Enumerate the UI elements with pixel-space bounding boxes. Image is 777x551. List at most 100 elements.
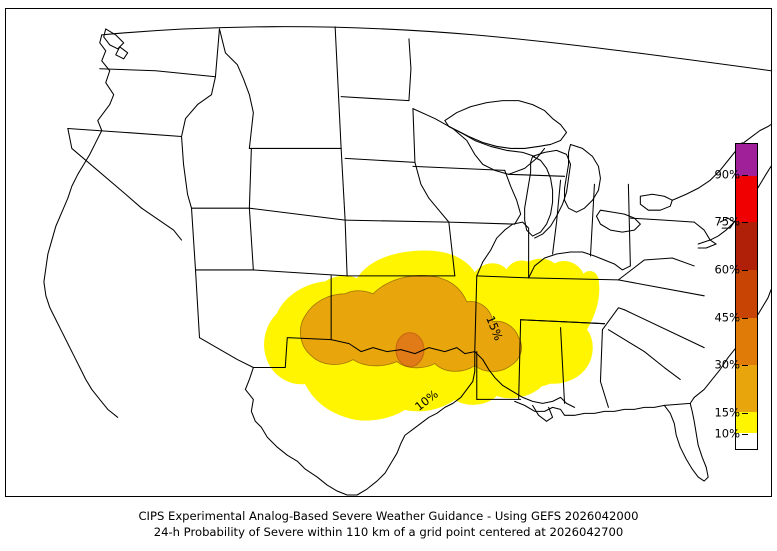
pacific-coastline: [43, 34, 119, 418]
ia-il-border: [504, 169, 522, 225]
nc-va-border: [617, 279, 705, 297]
ms-al-border: [560, 327, 566, 404]
probability-colorbar: [735, 143, 758, 450]
al-ga-border: [599, 329, 609, 408]
la-delta: [532, 404, 554, 422]
colorbar-label-30: 30%: [714, 357, 740, 372]
colorbar-segment-10-15: [736, 412, 757, 434]
va-md-border: [617, 257, 695, 281]
tn-south-border: [520, 319, 605, 325]
az-mex-border: [198, 337, 254, 369]
figure-caption: CIPS Experimental Analog-Based Severe We…: [0, 508, 777, 540]
co-ks-border: [344, 219, 348, 277]
or-id-border: [181, 76, 216, 137]
colorbar-segment-30-45: [736, 317, 757, 365]
island-detail: [103, 28, 125, 50]
mo-il-border: [476, 221, 530, 279]
ok-tx-border: [330, 339, 476, 355]
colorbar-tick-group: 90% 75% 60% 45% 30% 15% 10%: [690, 140, 770, 455]
ne-atlantic-coast: [671, 124, 771, 201]
ut-az-border: [190, 207, 197, 271]
colorbar-tick-75: [742, 222, 748, 223]
oh-pa-border: [627, 183, 631, 267]
colorbar-label-60: 60%: [714, 262, 740, 277]
contour-lines: [300, 275, 522, 372]
ut-co-border: [248, 207, 254, 271]
ne-ia-border: [414, 161, 450, 223]
wa-or-border: [99, 68, 216, 78]
or-ca-border: [67, 127, 183, 137]
ut-wy-border: [190, 147, 252, 209]
caption-line-2: 24-h Probability of Severe within 110 km…: [153, 525, 624, 539]
nd-mn-border: [408, 38, 412, 102]
colorbar-tick-90: [742, 175, 748, 176]
caption-line-1: CIPS Experimental Analog-Based Severe We…: [138, 509, 639, 523]
colorbar-segment-75-90: [736, 175, 757, 223]
sd-mn-ia: [412, 108, 416, 163]
lake-michigan: [524, 155, 554, 237]
ia-mn-border: [412, 165, 506, 171]
mo-ia-border: [448, 221, 516, 225]
cape-cod: [719, 217, 735, 229]
lake-ontario: [639, 193, 673, 211]
ar-mo-border: [476, 275, 530, 279]
ne-ks-border: [344, 219, 450, 223]
pa-ny-east: [693, 221, 711, 241]
wi-mi-border: [494, 147, 546, 175]
in-oh-border: [589, 183, 595, 257]
colorbar-tick-15: [742, 413, 748, 414]
lake-huron: [564, 143, 601, 213]
tx-gulf-coast: [474, 351, 576, 408]
ga-sc-border: [607, 329, 681, 381]
colorbar-label-15: 15%: [714, 405, 740, 420]
gulf-coast-la-fl: [514, 400, 665, 416]
ar-ms-border: [518, 319, 522, 400]
canada-border: [101, 26, 771, 72]
colorbar-segment-90-100: [736, 144, 757, 176]
sd-ne-border: [344, 157, 416, 163]
ok-ar-border: [474, 275, 478, 353]
wy-co-border: [248, 207, 346, 221]
id-mt-border: [218, 28, 254, 149]
long-island: [697, 239, 717, 249]
colorbar-label-10: 10%: [714, 426, 740, 441]
tn-ky-border: [528, 277, 619, 281]
fl-ga-border: [663, 396, 695, 406]
wa-id-border: [214, 28, 220, 78]
political-boundaries: [43, 26, 771, 496]
florida-outline: [663, 402, 709, 482]
michigan-lp: [532, 149, 572, 239]
colorbar-tick-10: [742, 434, 748, 435]
lake-erie: [595, 209, 641, 233]
nv-ut-border: [181, 135, 193, 209]
ca-nv-border: [67, 127, 143, 209]
michigan-up: [448, 125, 536, 157]
colorbar-segment-15-30: [736, 364, 757, 413]
colorbar-label-75: 75%: [714, 214, 740, 229]
nd-sd-border: [340, 96, 410, 102]
wy-sd-border: [340, 147, 346, 221]
conus-map: 15% 10%: [43, 26, 771, 496]
ny-pa-border: [629, 217, 695, 223]
mt-nd-border: [334, 26, 342, 149]
mn-wi-border: [412, 108, 496, 171]
island-detail-2: [115, 46, 129, 60]
colorbar-tick-30: [742, 365, 748, 366]
nm-tx-border: [252, 337, 332, 369]
ky-il-in-oh: [528, 251, 631, 279]
nm-co-border: [252, 269, 348, 277]
ca-az-border: [141, 207, 183, 241]
il-wi-border: [508, 173, 566, 177]
colorbar-tick-60: [742, 270, 748, 271]
colorbar-label-90: 90%: [714, 167, 740, 182]
az-nm-border: [194, 269, 201, 339]
colorbar-segment-45-60: [736, 270, 757, 318]
colorbar-segment-0-10: [736, 433, 757, 449]
il-in-border: [552, 179, 562, 255]
sc-nc-border: [623, 309, 705, 349]
map-axes: 15% 10%: [5, 8, 772, 497]
ga-tn-nc: [601, 307, 625, 331]
texas-outline: [244, 351, 476, 496]
colorbar-segment-60-75: [736, 222, 757, 271]
